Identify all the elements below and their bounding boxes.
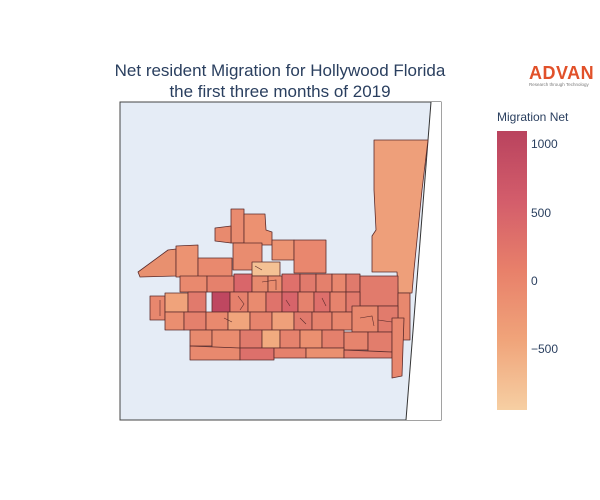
tract-r3-10[interactable] xyxy=(351,305,379,333)
tract-r4-7[interactable] xyxy=(321,329,345,349)
tract-r3-8[interactable] xyxy=(311,311,333,331)
tract-r2-3[interactable] xyxy=(187,291,207,313)
tract-r2-10[interactable] xyxy=(313,291,331,313)
tract-nw-spur-3[interactable] xyxy=(197,257,233,278)
colorbar-tick-1000: 1000 xyxy=(531,137,558,151)
title-line-1: Net resident Migration for Hollywood Flo… xyxy=(114,61,446,80)
colorbar-tick-0: 0 xyxy=(531,274,538,288)
tract-s-6[interactable] xyxy=(391,317,405,379)
tract-r3-3[interactable] xyxy=(205,311,229,331)
tract-r1-5[interactable] xyxy=(267,275,283,293)
map-title: Net resident Migration for Hollywood Flo… xyxy=(60,60,500,102)
tract-r2-1[interactable] xyxy=(149,295,166,321)
logo-tagline: Research through Technology xyxy=(529,82,589,87)
tract-r1-6[interactable] xyxy=(281,273,301,293)
tract-r2-11[interactable] xyxy=(329,291,347,313)
tract-r1-3[interactable] xyxy=(233,273,253,293)
tract-r2-4[interactable] xyxy=(211,291,231,313)
tract-r2-7[interactable] xyxy=(265,291,283,313)
tract-r2-8[interactable] xyxy=(281,291,299,313)
tract-r3-1[interactable] xyxy=(164,311,185,331)
tract-north-7[interactable] xyxy=(251,261,281,277)
tract-r3-2[interactable] xyxy=(183,311,207,331)
colorbar-title: Migration Net xyxy=(497,110,569,124)
tract-r2-9[interactable] xyxy=(297,291,315,313)
advan-logo: ADVAN Research through Technology xyxy=(529,63,595,88)
tract-r2-6[interactable] xyxy=(247,291,267,313)
tract-r1-9[interactable] xyxy=(331,273,347,293)
census-tracts xyxy=(137,139,429,379)
tract-north-1[interactable] xyxy=(230,208,245,244)
ocean-area xyxy=(406,102,441,420)
tract-r1-8[interactable] xyxy=(315,273,333,293)
tract-r4-1[interactable] xyxy=(189,329,213,347)
tract-s-2[interactable] xyxy=(239,347,275,361)
tract-r4-9[interactable] xyxy=(367,331,393,353)
colorbar-tick-500: 500 xyxy=(531,206,552,220)
logo-wordmark: ADVAN xyxy=(529,63,595,83)
tract-r1-10[interactable] xyxy=(345,273,361,293)
tract-r4-4[interactable] xyxy=(261,329,281,349)
tract-north-4[interactable] xyxy=(271,239,295,261)
tract-s-1[interactable] xyxy=(189,345,241,361)
tract-r1-1[interactable] xyxy=(179,275,208,293)
tract-r1-11[interactable] xyxy=(359,275,399,307)
tract-r4-6[interactable] xyxy=(299,329,323,349)
tract-r3-5[interactable] xyxy=(249,311,273,331)
tract-r3-9[interactable] xyxy=(331,311,353,331)
tract-r1-2[interactable] xyxy=(206,275,235,293)
tract-nw-spur-2[interactable] xyxy=(175,244,199,278)
tract-north-3[interactable] xyxy=(214,225,232,244)
tract-r2-5[interactable] xyxy=(229,291,249,313)
tract-r4-5[interactable] xyxy=(279,329,301,349)
coastline xyxy=(405,101,432,421)
tract-s-3[interactable] xyxy=(273,347,307,359)
tract-r4-8[interactable] xyxy=(343,331,369,351)
colorbar-gradient xyxy=(497,131,527,410)
tract-r1-4[interactable] xyxy=(251,275,269,293)
tract-north-5[interactable] xyxy=(293,239,327,274)
colorbar-tick-minus-500: −500 xyxy=(531,342,559,356)
tract-r2-2[interactable] xyxy=(164,292,189,313)
tract-r1-7[interactable] xyxy=(299,273,317,293)
tract-subdivisions xyxy=(159,265,393,327)
tract-s-4[interactable] xyxy=(305,347,345,359)
title-line-2: the first three months of 2019 xyxy=(169,82,391,101)
tract-r3-6[interactable] xyxy=(271,311,295,331)
tract-r4-3[interactable] xyxy=(239,329,263,349)
tract-r3-4[interactable] xyxy=(227,311,251,331)
